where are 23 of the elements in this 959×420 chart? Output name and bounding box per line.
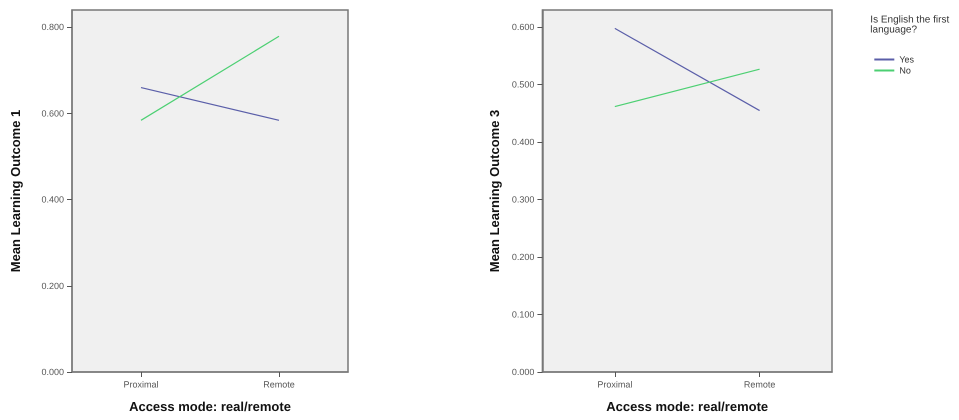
x-axis-title: Access mode: real/remote: [129, 399, 291, 414]
legend-label: Yes: [899, 54, 914, 64]
y-tick-label: 0.100: [512, 310, 534, 320]
y-tick-label: 0.500: [512, 80, 534, 90]
y-axis-title: Mean Learning Outcome 3: [487, 110, 502, 272]
x-tick-label: Proximal: [123, 380, 159, 390]
y-tick-label: 0.200: [41, 280, 64, 291]
y-tick-label: 0.600: [41, 108, 64, 118]
x-tick-label: Proximal: [597, 380, 632, 390]
y-tick-label: 0.000: [41, 367, 64, 377]
y-tick-label: 0.000: [512, 367, 534, 377]
y-tick-label: 0.300: [512, 194, 534, 205]
y-tick-label: 0.400: [512, 137, 534, 148]
legend-label: No: [899, 66, 911, 76]
y-axis-title: Mean Learning Outcome 1: [8, 110, 23, 272]
x-axis-title: Access mode: real/remote: [606, 399, 768, 414]
y-tick-label: 0.400: [41, 194, 64, 205]
y-tick-label: 0.600: [512, 22, 534, 32]
x-tick-label: Remote: [263, 380, 295, 390]
y-tick-label: 0.200: [512, 252, 534, 262]
legend-title: Is English the first language?: [870, 14, 952, 36]
x-tick-label: Remote: [744, 380, 776, 390]
y-tick-label: 0.800: [41, 22, 64, 32]
